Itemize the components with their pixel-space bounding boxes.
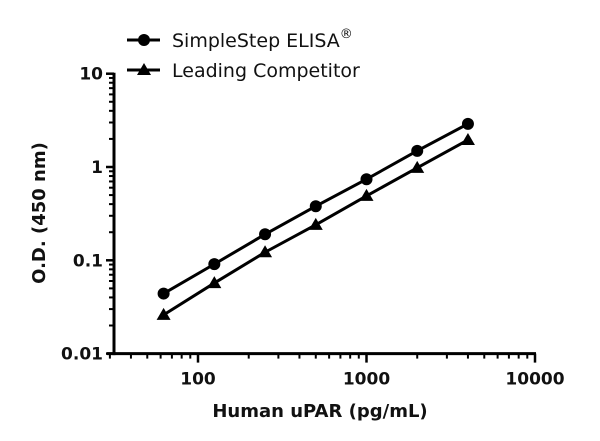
series-layer <box>156 117 475 320</box>
circle-marker-icon <box>360 173 373 186</box>
circle-marker-icon <box>259 228 272 241</box>
y-tick-label: 1 <box>91 158 103 178</box>
circle-marker-icon <box>411 144 424 157</box>
series-competitor <box>156 132 475 320</box>
y-tick-label: 0.01 <box>61 345 103 365</box>
legend-label-simplestep: SimpleStep ELISA® <box>172 27 353 52</box>
x-axis-title: Human uPAR (pg/mL) <box>212 401 427 422</box>
x-tick-label: 1000 <box>343 370 390 390</box>
legend-item-competitor: Leading Competitor <box>127 60 360 82</box>
series-simplestep <box>157 117 474 300</box>
y-tick-label: 10 <box>79 65 103 85</box>
circle-marker-icon <box>309 200 322 213</box>
circle-marker-icon <box>157 287 170 300</box>
legend-label-competitor: Leading Competitor <box>172 60 360 82</box>
triangle-marker-icon <box>410 160 425 173</box>
triangle-marker-icon <box>359 188 374 201</box>
x-tick-label: 10000 <box>505 370 564 390</box>
circle-marker-icon <box>138 34 150 46</box>
triangle-marker-icon <box>207 276 222 289</box>
x-tick-label: 100 <box>180 370 216 390</box>
circle-marker-icon <box>461 117 474 130</box>
triangle-marker-icon <box>137 63 151 75</box>
legend-item-simplestep: SimpleStep ELISA® <box>127 27 353 52</box>
triangle-marker-icon <box>156 307 171 320</box>
triangle-marker-icon <box>258 245 273 258</box>
y-tick-label: 0.1 <box>73 251 103 271</box>
circle-marker-icon <box>208 258 221 271</box>
axes: 0.01 0.1 1 10 100 1000 10000 <box>61 65 565 390</box>
triangle-marker-icon <box>308 217 323 230</box>
y-axis-title: O.D. (450 nm) <box>29 142 50 284</box>
triangle-marker-icon <box>460 132 475 145</box>
legend: SimpleStep ELISA® Leading Competitor <box>127 27 360 82</box>
